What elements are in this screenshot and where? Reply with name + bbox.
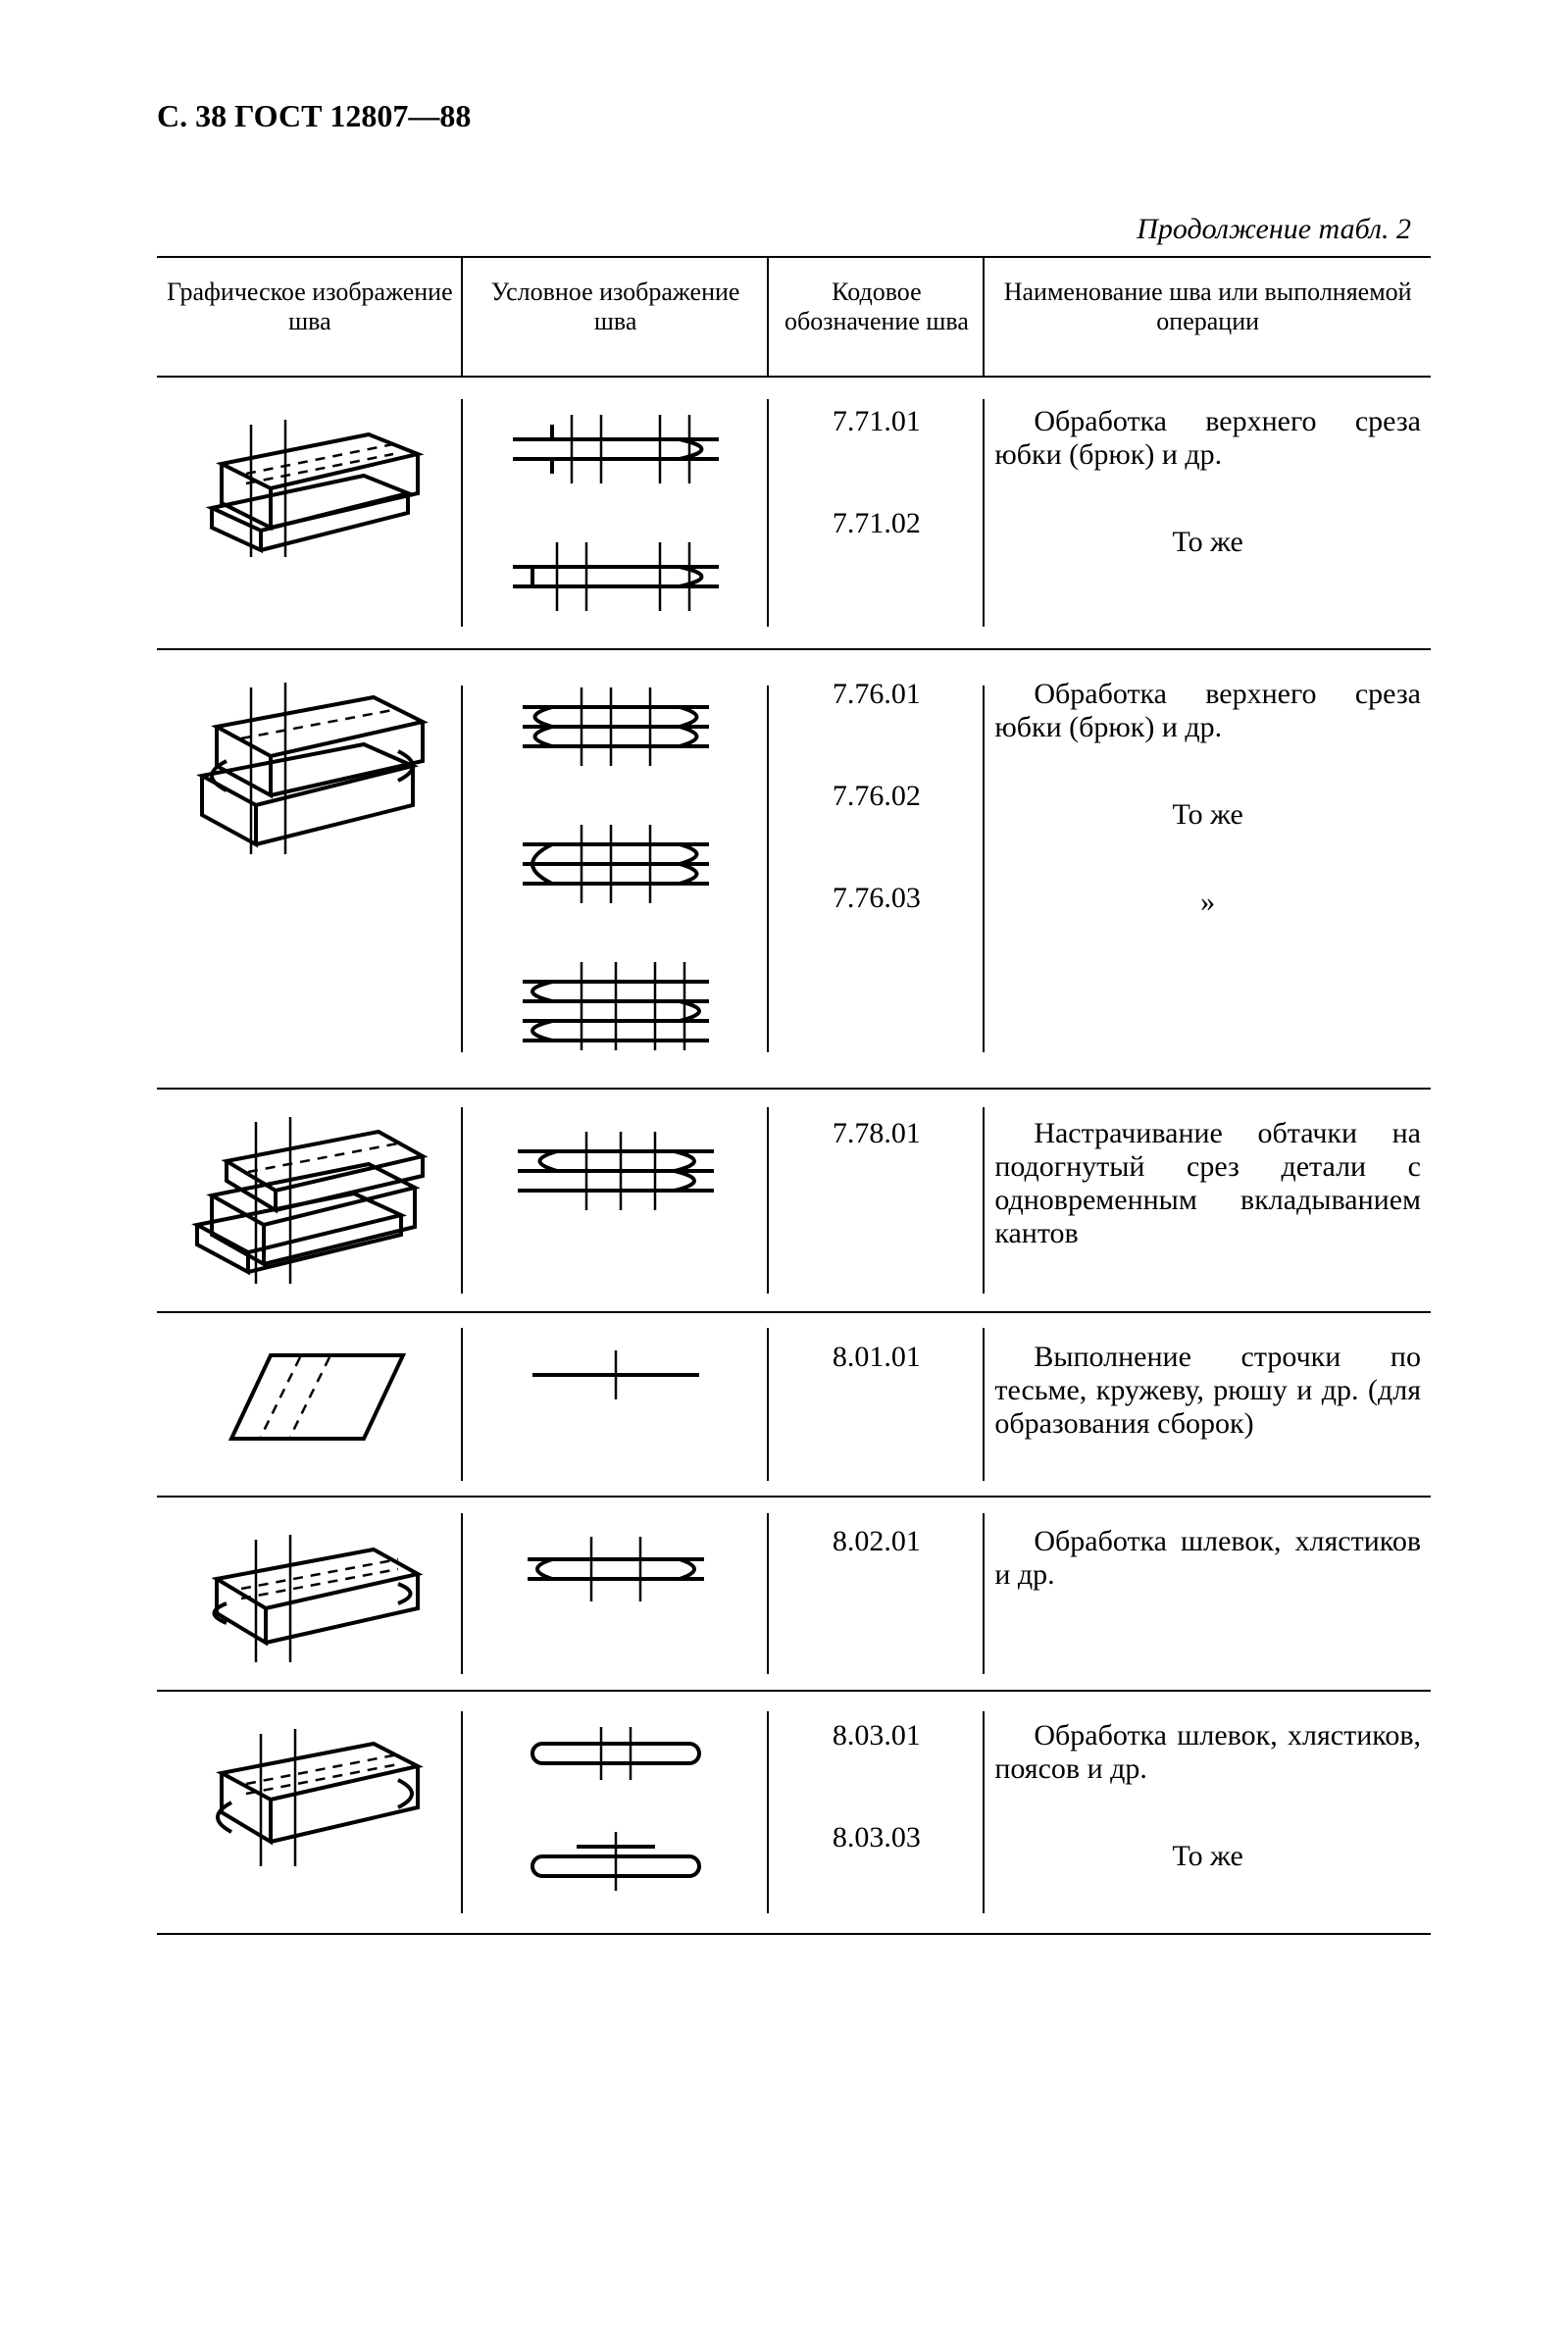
seam-symbol-icon xyxy=(503,1117,729,1225)
col-header-symbolic: Условное изображение шва xyxy=(463,257,769,377)
code-cell: 8.01.01 xyxy=(769,1312,986,1497)
description-cell: Обработка верхнего среза юбки (брюк) и д… xyxy=(985,649,1431,1089)
seam-description: То же xyxy=(994,1840,1421,1873)
seam-symbol-icon xyxy=(508,1719,724,1788)
table-row: 7.76.01 7.76.02 7.76.03 Обработка верхне… xyxy=(157,649,1431,1089)
seam-symbol-icon xyxy=(503,533,729,621)
table-header-row: Графическое изображение шва Условное изо… xyxy=(157,257,1431,377)
symbol-cell xyxy=(463,377,769,649)
seam-graphic-icon xyxy=(187,668,432,864)
symbol-cell xyxy=(463,1089,769,1312)
seam-code: 7.76.03 xyxy=(779,882,976,915)
code-cell: 7.76.01 7.76.02 7.76.03 xyxy=(769,649,986,1089)
seam-table: Графическое изображение шва Условное изо… xyxy=(157,256,1431,1935)
table-row: 8.03.01 8.03.03 Обработка шлевок, хлясти… xyxy=(157,1691,1431,1934)
symbol-cell xyxy=(463,1691,769,1934)
symbol-cell xyxy=(463,649,769,1089)
graphic-cell xyxy=(157,1691,463,1934)
seam-code: 7.71.02 xyxy=(779,507,976,540)
seam-description: Выполнение строчки по тесьме, кружеву, р… xyxy=(994,1341,1421,1441)
seam-symbol-icon xyxy=(503,678,729,776)
symbol-cell xyxy=(463,1312,769,1497)
graphic-cell xyxy=(157,377,463,649)
description-cell: Настрачивание обтачки на подогнутый срез… xyxy=(985,1089,1431,1312)
code-cell: 8.03.01 8.03.03 xyxy=(769,1691,986,1934)
seam-description: Обработка верхнего среза юбки (брюк) и д… xyxy=(994,678,1421,744)
description-cell: Обработка шлевок, хлястиков и др. xyxy=(985,1497,1431,1691)
seam-description: » xyxy=(994,886,1421,919)
seam-description: Настрачивание обтачки на подогнутый срез… xyxy=(994,1117,1421,1250)
table-row: 7.78.01 Настрачивание обтачки на подогну… xyxy=(157,1089,1431,1312)
seam-symbol-icon xyxy=(508,1827,724,1905)
page-header: С. 38 ГОСТ 12807—88 xyxy=(157,98,1431,134)
code-cell: 7.78.01 xyxy=(769,1089,986,1312)
page: С. 38 ГОСТ 12807—88 Продолжение табл. 2 … xyxy=(0,0,1568,2336)
seam-code: 8.03.03 xyxy=(779,1821,976,1854)
graphic-cell xyxy=(157,1497,463,1691)
seam-code: 7.76.01 xyxy=(779,678,976,711)
seam-graphic-icon xyxy=(192,1709,428,1876)
seam-symbol-icon xyxy=(518,1341,714,1409)
seam-code: 8.02.01 xyxy=(779,1525,976,1558)
seam-description: То же xyxy=(994,526,1421,559)
table-continuation-label: Продолжение табл. 2 xyxy=(157,213,1431,246)
seam-graphic-icon xyxy=(192,1515,428,1672)
seam-description: Обработка верхнего среза юбки (брюк) и д… xyxy=(994,405,1421,472)
seam-description: Обработка шлевок, хлястиков, поясов и др… xyxy=(994,1719,1421,1786)
description-cell: Выполнение строчки по тесьме, кружеву, р… xyxy=(985,1312,1431,1497)
seam-code: 7.78.01 xyxy=(779,1117,976,1150)
col-header-code: Кодовое обозначение шва xyxy=(769,257,986,377)
description-cell: Обработка верхнего среза юбки (брюк) и д… xyxy=(985,377,1431,649)
seam-graphic-icon xyxy=(202,1331,418,1478)
seam-symbol-icon xyxy=(503,952,729,1060)
graphic-cell xyxy=(157,1312,463,1497)
seam-symbol-icon xyxy=(508,1525,724,1613)
seam-graphic-icon xyxy=(187,1107,432,1294)
graphic-cell xyxy=(157,649,463,1089)
seam-code: 8.03.01 xyxy=(779,1719,976,1752)
graphic-cell xyxy=(157,1089,463,1312)
code-cell: 8.02.01 xyxy=(769,1497,986,1691)
table-row: 8.02.01 Обработка шлевок, хлястиков и др… xyxy=(157,1497,1431,1691)
seam-description: То же xyxy=(994,798,1421,832)
col-header-graphic: Графическое изображение шва xyxy=(157,257,463,377)
seam-description: Обработка шлевок, хлястиков и др. xyxy=(994,1525,1421,1592)
seam-symbol-icon xyxy=(503,815,729,913)
table-row: 8.01.01 Выполнение строчки по тесьме, кр… xyxy=(157,1312,1431,1497)
seam-code: 8.01.01 xyxy=(779,1341,976,1374)
table-row: 7.71.01 7.71.02 Обработка верхнего среза… xyxy=(157,377,1431,649)
code-cell: 7.71.01 7.71.02 xyxy=(769,377,986,649)
symbol-cell xyxy=(463,1497,769,1691)
description-cell: Обработка шлевок, хлястиков, поясов и др… xyxy=(985,1691,1431,1934)
seam-symbol-icon xyxy=(503,405,729,493)
seam-code: 7.76.02 xyxy=(779,780,976,813)
col-header-description: Наименование шва или выполняемой операци… xyxy=(985,257,1431,377)
seam-graphic-icon xyxy=(192,395,428,562)
seam-code: 7.71.01 xyxy=(779,405,976,438)
